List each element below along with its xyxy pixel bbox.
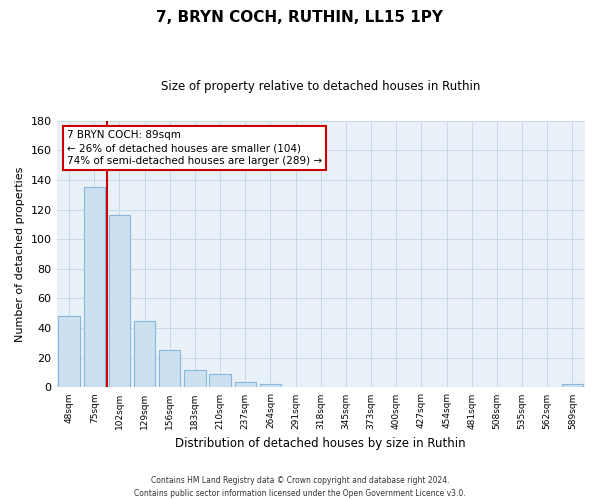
Bar: [562, 384, 583, 388]
Bar: [235, 382, 256, 388]
Y-axis label: Number of detached properties: Number of detached properties: [15, 166, 25, 342]
Bar: [134, 320, 155, 388]
Bar: [58, 316, 80, 388]
Bar: [260, 384, 281, 388]
Bar: [184, 370, 206, 388]
Bar: [83, 188, 105, 388]
Bar: [109, 216, 130, 388]
Bar: [159, 350, 181, 388]
Bar: [209, 374, 231, 388]
Text: 7, BRYN COCH, RUTHIN, LL15 1PY: 7, BRYN COCH, RUTHIN, LL15 1PY: [157, 10, 443, 25]
X-axis label: Distribution of detached houses by size in Ruthin: Distribution of detached houses by size …: [175, 437, 466, 450]
Text: Contains HM Land Registry data © Crown copyright and database right 2024.
Contai: Contains HM Land Registry data © Crown c…: [134, 476, 466, 498]
Title: Size of property relative to detached houses in Ruthin: Size of property relative to detached ho…: [161, 80, 481, 93]
Text: 7 BRYN COCH: 89sqm
← 26% of detached houses are smaller (104)
74% of semi-detach: 7 BRYN COCH: 89sqm ← 26% of detached hou…: [67, 130, 322, 166]
